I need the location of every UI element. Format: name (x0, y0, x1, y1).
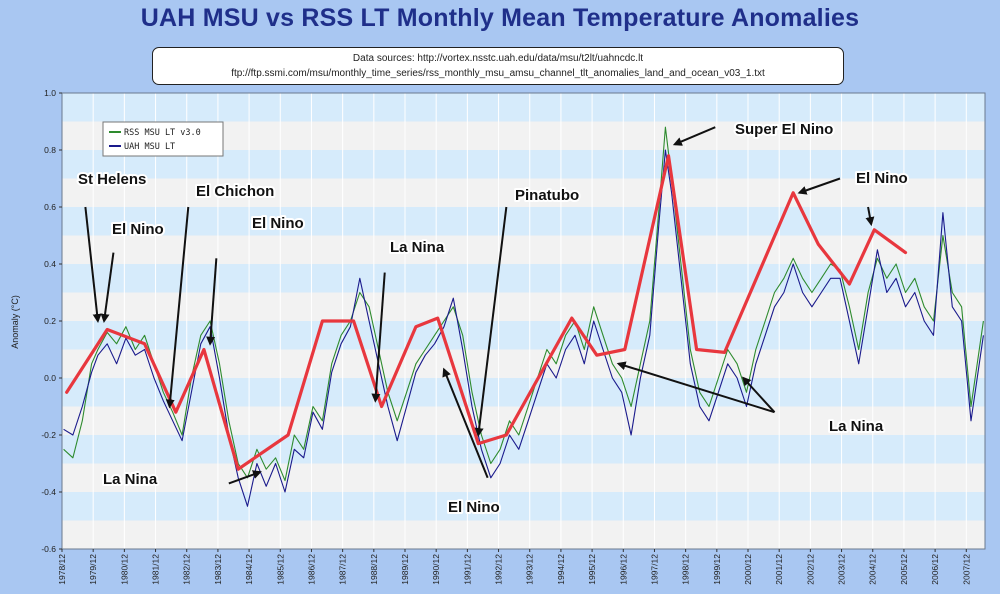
x-tick-label: 1999/12 (712, 554, 722, 585)
annotation-arrow (371, 272, 386, 403)
annotation-label-halo: Pinatubo (515, 187, 579, 204)
x-tick-label: 1982/12 (182, 554, 192, 585)
annotation-label: El Nino (856, 170, 908, 187)
annotation-arrow (206, 258, 218, 346)
annotation-arrow (84, 206, 102, 323)
y-axis-label: Anomaly (°C) (10, 295, 20, 349)
data-sources-box: Data sources: http://vortex.nsstc.uah.ed… (152, 47, 844, 85)
y-tick-label: 0.6 (44, 202, 56, 212)
x-tick-label: 1980/12 (119, 554, 129, 585)
annotation-label: La Nina (829, 418, 884, 435)
x-tick-label: 1990/12 (431, 554, 441, 585)
annotation-arrow (474, 206, 508, 437)
x-tick-label: 1978/12 (57, 554, 67, 585)
annotation-arrow (616, 361, 775, 414)
y-tick-label: 0.2 (44, 316, 56, 326)
x-tick-label: 1997/12 (649, 554, 659, 585)
annotation-arrow (797, 177, 841, 195)
x-tick-label: 1991/12 (462, 554, 472, 585)
y-tick-label: 1.0 (44, 88, 56, 98)
y-tick-label: -0.2 (41, 430, 56, 440)
legend-label: RSS MSU LT v3.0 (124, 128, 201, 138)
trend-layer (65, 154, 908, 471)
annotation-arrow (165, 206, 190, 409)
annotation-label-halo: El Nino (252, 215, 304, 232)
annotation-label-halo: La Nina (103, 471, 158, 488)
x-tick-label: 2003/12 (837, 554, 847, 585)
annotation-label-halo: La Nina (829, 418, 884, 435)
x-tick-label: 1989/12 (400, 554, 410, 585)
band-blue (62, 492, 985, 521)
data-sources-line-2: ftp://ftp.ssmi.com/msu/monthly_time_seri… (231, 68, 765, 79)
annotation-label-halo: El Chichon (196, 183, 274, 200)
background-bands (62, 93, 985, 549)
trend-line (65, 154, 908, 471)
annotation-label: Pinatubo (515, 187, 579, 204)
annotation-label-halo: St Helens (78, 171, 146, 188)
annotation-arrow (672, 126, 716, 146)
annotation-label-halo: La Nina (390, 239, 445, 256)
legend-label: UAH MSU LT (124, 142, 175, 152)
annotation-label-halo: Super El Nino (735, 121, 833, 138)
y-tick-label: -0.6 (41, 544, 56, 554)
annotation-arrow (442, 367, 489, 479)
axes: -0.6 -0.4 -0.2 0.0 0.2 0.4 0.6 0.8 1.0 1978/12 197… (41, 88, 986, 585)
x-tick-label: 2004/12 (868, 554, 878, 585)
annotation-label-halo: El Nino (856, 170, 908, 187)
x-tick-label: 1979/12 (88, 554, 98, 585)
x-tick-label: 1986/12 (306, 554, 316, 585)
x-tick-label: 2006/12 (930, 554, 940, 585)
annotation-label: El Nino (252, 215, 304, 232)
annotation-label: La Nina (103, 471, 158, 488)
annotation-label-halo: El Nino (448, 499, 500, 516)
y-tick-label: 0.4 (44, 259, 56, 269)
annotation-arrow (741, 376, 776, 413)
x-tick-label: 1996/12 (618, 554, 628, 585)
x-tick-label: 1985/12 (275, 554, 285, 585)
x-tick-label: 1983/12 (213, 554, 223, 585)
x-tick-label: 2001/12 (774, 554, 784, 585)
legend-box (102, 121, 224, 157)
annotation-label: El Nino (112, 221, 164, 238)
band-blue (62, 93, 985, 122)
x-tick-label: 1987/12 (338, 554, 348, 585)
y-tick-label: 0.8 (44, 145, 56, 155)
legend: RSS MSU LT v3.0 UAH MSU LT (102, 121, 224, 157)
x-tick-label: 1984/12 (244, 554, 254, 585)
annotation-label-halo: El Nino (112, 221, 164, 238)
x-tick-label: 1993/12 (525, 554, 535, 585)
data-sources-line-1: Data sources: http://vortex.nsstc.uah.ed… (352, 53, 644, 64)
x-tick-label: 2007/12 (961, 554, 971, 585)
annotation-arrow (228, 470, 262, 485)
annotation-label: St Helens (78, 171, 146, 188)
chart-title: UAH MSU vs RSS LT Monthly Mean Temperatu… (140, 4, 860, 32)
x-tick-label: 1998/12 (681, 554, 691, 585)
x-tick-label: 2005/12 (899, 554, 909, 585)
series-line-uah (63, 149, 984, 507)
band-blue (62, 207, 985, 236)
annotation-label: Super El Nino (735, 121, 833, 138)
band-blue (62, 435, 985, 464)
x-tick-label: 1988/12 (369, 554, 379, 585)
y-tick-label: -0.4 (41, 487, 56, 497)
x-tick-label: 2002/12 (805, 554, 815, 585)
annotation-label: El Chichon (196, 183, 274, 200)
x-tick-label: 1994/12 (556, 554, 566, 585)
annotation-arrow (100, 252, 115, 323)
x-tick-label: 1981/12 (151, 554, 161, 585)
y-tick-label: 0.0 (44, 373, 56, 383)
annotation-label: El Nino (448, 499, 500, 516)
annotation-label: La Nina (390, 239, 445, 256)
x-tick-label: 2000/12 (743, 554, 753, 585)
annotation-arrow (865, 206, 875, 227)
x-tick-label: 1995/12 (587, 554, 597, 585)
x-tick-label: 1992/12 (494, 554, 504, 585)
